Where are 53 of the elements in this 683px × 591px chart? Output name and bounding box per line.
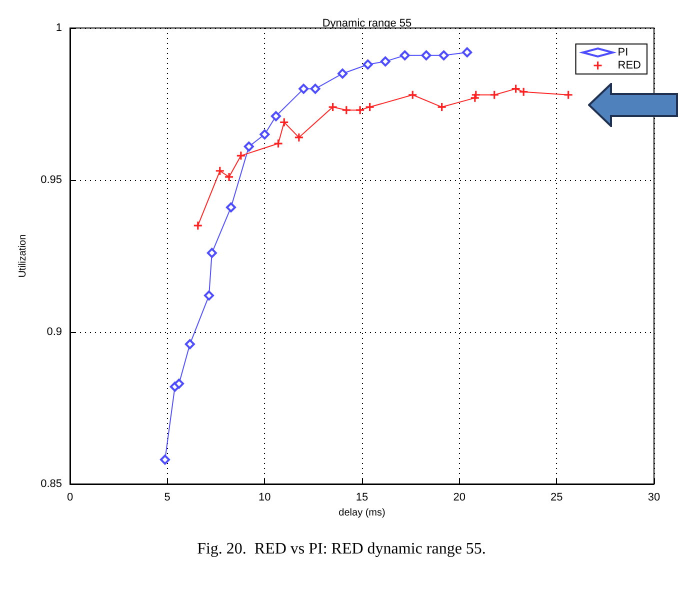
point — [260, 129, 270, 140]
point — [294, 133, 303, 142]
point — [184, 339, 195, 350]
x-tick-label: 5 — [164, 492, 170, 504]
point — [225, 172, 234, 181]
point — [408, 90, 417, 99]
x-axis-title: delay (ms) — [338, 507, 386, 518]
point — [342, 106, 350, 114]
caption: Fig. 20. RED vs PI: RED dynamic range 55. — [197, 540, 486, 558]
x-tick-label: 25 — [550, 492, 563, 504]
y-tick-label: 0.85 — [40, 478, 62, 490]
y-tick-label: 1 — [56, 22, 62, 34]
point — [338, 68, 348, 79]
point — [438, 50, 449, 60]
point — [520, 88, 528, 96]
point — [194, 222, 202, 230]
point — [206, 248, 217, 258]
chart-title: Dynamic range 55 — [322, 18, 412, 30]
y-axis-title: Utilization — [18, 234, 28, 278]
point — [236, 152, 245, 160]
x-tick-label: 10 — [258, 492, 271, 504]
point — [160, 454, 170, 465]
point — [270, 111, 281, 122]
point — [310, 84, 320, 94]
point — [216, 166, 224, 175]
point — [564, 90, 572, 99]
point — [298, 84, 309, 94]
point — [366, 103, 374, 112]
point — [204, 290, 214, 301]
point — [174, 378, 184, 389]
point — [490, 90, 498, 99]
x-tick-label: 20 — [453, 492, 466, 504]
point — [438, 103, 446, 112]
point — [380, 56, 390, 66]
point — [280, 118, 288, 126]
x-tick-label: 15 — [356, 492, 368, 504]
point — [512, 84, 520, 93]
point — [362, 59, 373, 70]
point — [472, 90, 480, 99]
point — [226, 202, 236, 212]
y-tick-label: 0.95 — [40, 174, 62, 186]
y-tick-label: 0.9 — [46, 326, 62, 338]
point — [400, 50, 410, 60]
point — [328, 103, 337, 112]
legend-label: PI — [618, 46, 628, 58]
x-tick-label: 0 — [66, 492, 74, 504]
x-tick-label: 30 — [648, 492, 660, 504]
point — [274, 140, 282, 148]
point — [421, 50, 432, 60]
point — [356, 106, 364, 114]
point — [244, 142, 254, 152]
legend-label: RED — [618, 60, 642, 72]
point — [462, 47, 472, 58]
